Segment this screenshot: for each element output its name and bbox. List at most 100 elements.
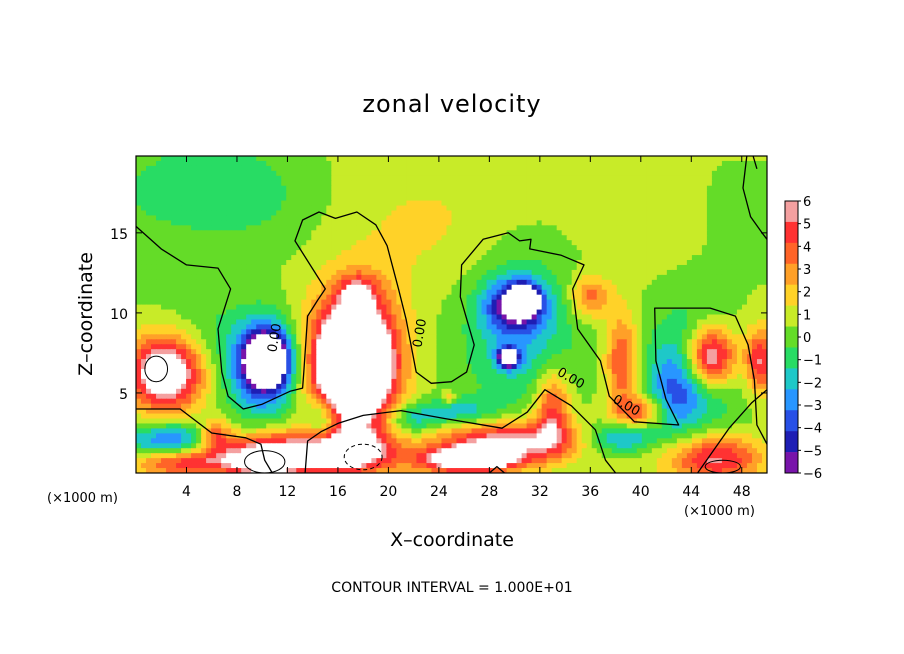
heat-cell [311, 170, 317, 177]
heat-cell [706, 255, 713, 261]
heat-cell [276, 210, 282, 217]
heat-cell [321, 215, 327, 221]
heat-cell [526, 200, 533, 207]
heat-cell [326, 240, 332, 246]
heat-cell [276, 160, 282, 167]
heat-cell [276, 205, 282, 212]
heat-cell [346, 170, 352, 177]
heat-cell [376, 210, 382, 217]
heat-cell [556, 274, 563, 281]
heat-cell [211, 279, 217, 286]
heat-cell [451, 274, 458, 281]
heat-cell [356, 269, 362, 276]
heat-cell [286, 235, 292, 241]
heat-cell [516, 165, 523, 172]
heat-cell [471, 200, 478, 207]
heat-cell [676, 250, 683, 256]
heat-cell [456, 284, 463, 291]
heat-cell [376, 190, 382, 197]
heat-cell [516, 156, 523, 162]
heat-cell [296, 339, 302, 345]
heat-cell [411, 294, 418, 301]
heat-cell [756, 180, 763, 187]
heat-cell [551, 284, 558, 291]
heat-cell [316, 299, 322, 306]
heat-cell [586, 160, 593, 167]
heat-cell [571, 215, 578, 221]
heat-cell [176, 255, 182, 261]
heat-cell [736, 160, 743, 167]
heat-cell [381, 170, 387, 177]
heat-cell [371, 195, 377, 202]
heat-cell [456, 294, 463, 301]
heat-cell [356, 255, 362, 261]
heat-cell [216, 205, 222, 212]
heat-cell [141, 260, 147, 266]
heat-cell [711, 185, 718, 192]
heat-cell [421, 165, 428, 172]
heat-cell [671, 225, 678, 231]
heat-cell [541, 279, 548, 286]
heat-cell [556, 210, 563, 217]
heat-cell [731, 170, 738, 177]
heat-cell [501, 324, 508, 330]
heat-cell [206, 294, 212, 301]
heat-cell [471, 165, 478, 172]
heat-cell [611, 264, 618, 271]
heat-cell [226, 185, 232, 192]
heat-cell [381, 230, 387, 236]
heat-cell [646, 160, 653, 167]
heat-cell [736, 314, 743, 321]
heat-cell [236, 294, 242, 301]
heat-cell [536, 255, 543, 261]
heat-cell [341, 344, 347, 350]
heat-cell [366, 334, 372, 340]
heat-cell [521, 185, 528, 192]
heat-cell [476, 185, 483, 192]
heat-cell [466, 304, 473, 311]
heat-cell [266, 215, 272, 221]
heat-cell [611, 230, 618, 236]
heat-cell [501, 245, 508, 251]
heat-cell [306, 220, 312, 226]
heat-cell [681, 170, 688, 177]
heat-cell [321, 235, 327, 241]
heat-cell [356, 279, 362, 286]
heat-cell [591, 260, 598, 266]
heat-cell [151, 195, 157, 202]
heat-cell [376, 329, 382, 335]
heat-cell [416, 156, 423, 162]
heat-cell [426, 170, 433, 177]
heat-cell [486, 230, 493, 236]
heat-cell [181, 175, 187, 182]
heat-cell [671, 319, 678, 325]
heat-cell [616, 165, 623, 172]
heat-cell [641, 160, 648, 167]
heat-cell [506, 334, 513, 340]
heat-cell [396, 240, 403, 246]
heat-cell [396, 314, 403, 321]
heat-cell [476, 156, 483, 162]
heat-cell [356, 334, 362, 340]
heat-cell [206, 319, 212, 325]
heat-cell [211, 245, 217, 251]
heat-cell [206, 349, 212, 355]
heat-cell [576, 264, 583, 271]
heat-cell [271, 180, 277, 187]
heat-cell [236, 349, 242, 355]
heat-cell [576, 235, 583, 241]
heat-cell [146, 156, 152, 162]
heat-cell [156, 190, 162, 197]
heat-cell [611, 304, 618, 311]
heat-cell [446, 240, 453, 246]
heat-cell [316, 190, 322, 197]
heat-cell [586, 279, 593, 286]
heat-cell [251, 294, 257, 301]
heat-cell [746, 200, 753, 207]
heat-cell [636, 195, 643, 202]
heat-cell [216, 304, 222, 311]
heat-cell [276, 279, 282, 286]
heat-cell [491, 160, 498, 167]
heat-cell [636, 329, 643, 335]
heat-cell [596, 200, 603, 207]
